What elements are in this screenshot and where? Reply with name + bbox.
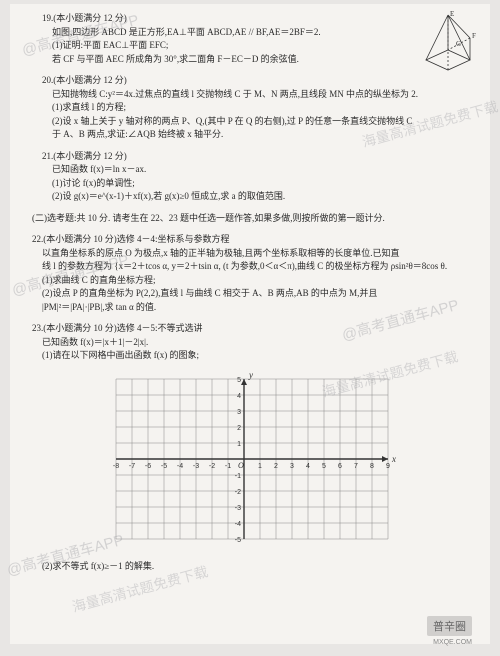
problem-23: 23.(本小题满分 10 分)选修 4－5:不等式选讲 已知函数 f(x)＝|x… (24, 322, 480, 363)
svg-text:7: 7 (354, 463, 358, 470)
problem-20: 20.(本小题满分 12 分) 已知抛物线 C:y²＝4x.过焦点的直线 l 交… (24, 74, 480, 142)
geometry-diagram: E F G (418, 10, 478, 78)
svg-text:-8: -8 (113, 463, 119, 470)
svg-text:-2: -2 (235, 489, 241, 496)
svg-text:-2: -2 (209, 463, 215, 470)
problem-text: (1)请在以下网格中画出函数 f(x) 的图象; (24, 349, 480, 363)
problem-text: 如图,四边形 ABCD 是正方形,EA⊥平面 ABCD,AE // BF,AE＝… (24, 26, 480, 40)
svg-text:1: 1 (237, 441, 241, 448)
problem-text: (1)证明:平面 EAC⊥平面 EFC; (24, 39, 480, 53)
problem-text: (2)设 g(x)＝e^(x-1)＋xf(x),若 g(x)≥0 恒成立,求 a… (24, 190, 480, 204)
svg-text:5: 5 (237, 377, 241, 384)
svg-text:-1: -1 (235, 473, 241, 480)
problem-text: (1)求直线 l 的方程; (24, 101, 480, 115)
problem-text: |PM|²＝|PA|·|PB|,求 tan α 的值. (24, 301, 480, 315)
footer-logo: 普辛圈 (427, 616, 472, 636)
svg-text:3: 3 (237, 409, 241, 416)
svg-text:x: x (391, 454, 396, 464)
exam-page: @高考直通车APP 海量高清试题免费下载 @高考直通车APP 海量高清试题免费下… (10, 4, 490, 644)
vertex-label: E (450, 10, 454, 18)
problem-text: 于 A、B 两点,求证:∠AQB 始终被 x 轴平分. (24, 128, 480, 142)
svg-text:4: 4 (237, 393, 241, 400)
problem-21: 21.(本小题满分 12 分) 已知函数 f(x)＝ln x－ax. (1)讨论… (24, 150, 480, 204)
problem-text: 线 l 的参数方程为 {x＝2＋tcos α, y＝2＋tsin α, (t 为… (24, 260, 480, 274)
svg-text:2: 2 (274, 463, 278, 470)
problem-text: 以直角坐标系的原点 O 为极点,x 轴的正半轴为极轴,且两个坐标系取相等的长度单… (24, 247, 480, 261)
svg-text:-7: -7 (129, 463, 135, 470)
svg-text:-3: -3 (235, 505, 241, 512)
svg-text:1: 1 (258, 463, 262, 470)
problem-text: 已知函数 f(x)＝ln x－ax. (24, 163, 480, 177)
problem-text: (2)求不等式 f(x)≥－1 的解集. (24, 560, 480, 574)
footer-url: MXQE.COM (433, 639, 472, 646)
svg-text:4: 4 (306, 463, 310, 470)
problem-22: 22.(本小题满分 10 分)选修 4－4:坐标系与参数方程 以直角坐标系的原点… (24, 233, 480, 314)
problem-text: (2)设 x 轴上关于 y 轴对称的两点 P、Q,(其中 P 在 Q 的右侧),… (24, 115, 480, 129)
problem-23-part2: (2)求不等式 f(x)≥－1 的解集. (24, 560, 480, 574)
problem-text: (1)讨论 f(x)的单调性; (24, 177, 480, 191)
section-header: (二)选考题:共 10 分. 请考生在 22、23 题中任选一题作答,如果多做,… (24, 212, 480, 226)
problem-header: 22.(本小题满分 10 分)选修 4－4:坐标系与参数方程 (24, 233, 480, 247)
grid-svg: -8 -7 -6 -5 -4 -3 -2 -1 1 2 3 4 5 6 7 8 9 -5 -4 -3 -2 -1 1 2 3 4 5… (107, 371, 397, 547)
svg-text:9: 9 (386, 463, 390, 470)
svg-text:-6: -6 (145, 463, 151, 470)
svg-text:-5: -5 (235, 537, 241, 544)
svg-text:3: 3 (290, 463, 294, 470)
svg-text:-5: -5 (161, 463, 167, 470)
svg-text:-4: -4 (177, 463, 183, 470)
problem-header: 23.(本小题满分 10 分)选修 4－5:不等式选讲 (24, 322, 480, 336)
svg-text:2: 2 (237, 425, 241, 432)
svg-text:5: 5 (322, 463, 326, 470)
coordinate-grid: -8 -7 -6 -5 -4 -3 -2 -1 1 2 3 4 5 6 7 8 9 -5 -4 -3 -2 -1 1 2 3 4 5… (107, 371, 397, 552)
problem-header: 20.(本小题满分 12 分) (24, 74, 480, 88)
svg-text:-3: -3 (193, 463, 199, 470)
problem-text: 已知函数 f(x)＝|x＋1|－2|x|. (24, 336, 480, 350)
svg-text:-4: -4 (235, 521, 241, 528)
problem-text: 已知抛物线 C:y²＝4x.过焦点的直线 l 交抛物线 C 于 M、N 两点,且… (24, 88, 480, 102)
problem-text: (2)设点 P 的直角坐标为 P(2,2),直线 l 与曲线 C 相交于 A、B… (24, 287, 480, 301)
problem-text: 若 CF 与平面 AEC 所成角为 30°,求二面角 F－EC－D 的余弦值. (24, 53, 480, 67)
problem-header: 19.(本小题满分 12 分) (24, 12, 480, 26)
svg-text:-1: -1 (225, 463, 231, 470)
vertex-label: F (472, 32, 476, 40)
problem-19: 19.(本小题满分 12 分) 如图,四边形 ABCD 是正方形,EA⊥平面 A… (24, 12, 480, 66)
problem-header: 21.(本小题满分 12 分) (24, 150, 480, 164)
svg-text:O: O (238, 461, 244, 470)
svg-text:6: 6 (338, 463, 342, 470)
problem-text: (1)求曲线 C 的直角坐标方程; (24, 274, 480, 288)
svg-text:8: 8 (370, 463, 374, 470)
svg-text:y: y (248, 371, 253, 380)
vertex-label: G (456, 40, 461, 48)
